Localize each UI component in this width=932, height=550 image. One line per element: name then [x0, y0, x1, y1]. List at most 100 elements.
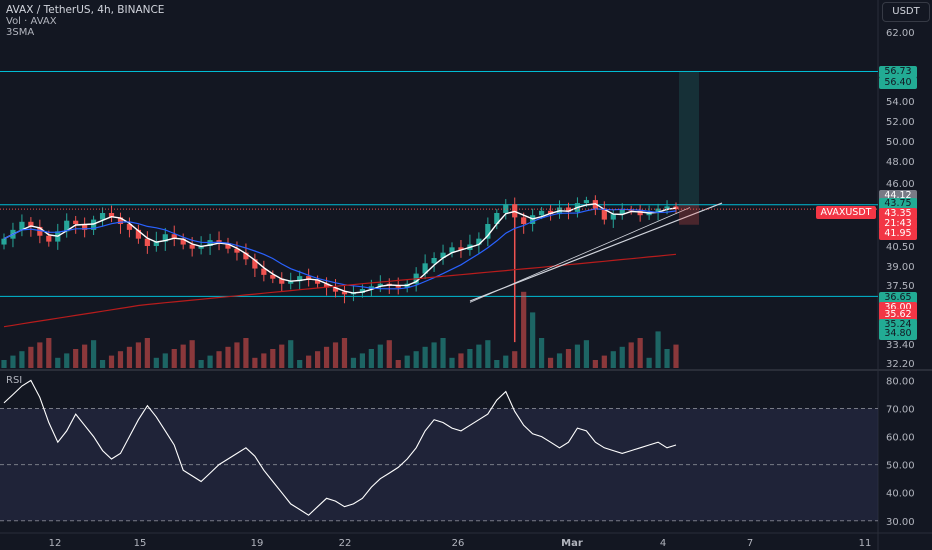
candle [180, 238, 186, 245]
candle [431, 258, 437, 264]
volume-bar [198, 360, 204, 368]
volume-bar [28, 346, 34, 368]
long-position-profit-zone [679, 71, 699, 205]
price-label-badge: 35.62 [879, 309, 917, 321]
volume-bar [350, 357, 357, 368]
candle [144, 238, 150, 246]
volume-bar [332, 342, 339, 368]
candle [64, 220, 70, 232]
volume-bar [64, 353, 70, 368]
volume-bar [270, 349, 276, 368]
volume-bar [73, 349, 79, 368]
volume-bar [404, 355, 410, 368]
candle [19, 221, 25, 230]
volume-bar [458, 353, 464, 368]
candle [664, 206, 670, 209]
volume-bar [135, 342, 141, 368]
volume-bar [628, 342, 634, 368]
volume-bar [386, 340, 392, 368]
volume-bar [323, 346, 330, 368]
sma-slow-line [3, 253, 677, 328]
volume-bar [556, 353, 563, 368]
volume-bar [359, 353, 365, 368]
volume-bar [153, 357, 159, 368]
sma-indicator-label[interactable]: 3SMA [6, 27, 35, 38]
price-axis-label: 32.20 [886, 359, 915, 370]
candle [82, 224, 88, 230]
volume-bar [565, 349, 572, 368]
time-axis-label: Mar [561, 538, 583, 549]
price-axis-label: 50.00 [886, 137, 915, 148]
volume-bar [108, 355, 115, 368]
volume-bar [225, 346, 231, 368]
volume-bar [126, 346, 133, 368]
trendline [469, 207, 691, 303]
price-axis-label: 48.00 [886, 157, 915, 168]
volume-bar [422, 346, 428, 368]
volume-bar [234, 342, 240, 368]
volume-bar [144, 338, 150, 368]
candle [341, 291, 348, 295]
chart-title: AVAX / TetherUS, 4h, BINANCE [6, 4, 165, 16]
candle [1, 238, 7, 245]
volume-bar [610, 351, 616, 368]
time-axis-label: 11 [859, 538, 872, 549]
candle [619, 209, 625, 215]
time-axis-label: 4 [660, 538, 666, 549]
candle [135, 229, 141, 239]
price-axis-label: 40.50 [886, 242, 915, 253]
candle [521, 217, 527, 224]
candle [46, 235, 52, 242]
volume-bar [485, 340, 491, 368]
candle [395, 285, 401, 288]
price-axis-label: 62.00 [886, 28, 915, 39]
volume-bar [521, 291, 527, 368]
time-axis-label: 7 [747, 538, 753, 549]
price-axis-label: 39.00 [886, 262, 915, 273]
candle [673, 206, 679, 210]
candle [565, 207, 572, 212]
candle [288, 281, 294, 284]
symbol-price-badge: AVAXUSDT [816, 206, 876, 219]
volume-bar [592, 360, 598, 368]
volume-bar [547, 357, 554, 368]
candle [153, 241, 159, 246]
volume-bar [637, 338, 643, 368]
volume-bar [503, 355, 509, 368]
rsi-axis-label: 40.00 [886, 489, 915, 500]
volume-bar [377, 344, 383, 368]
price-label-badge: 21:43 [879, 218, 917, 230]
candle [216, 240, 222, 244]
volume-bar [1, 360, 7, 368]
candle [108, 213, 115, 218]
candle [610, 214, 616, 220]
candle [458, 247, 464, 250]
candle [323, 283, 330, 288]
candle [162, 234, 168, 242]
volume-bar [261, 353, 267, 368]
candle [547, 210, 554, 215]
candle [126, 224, 133, 230]
volume-bar [252, 357, 258, 368]
candle [225, 243, 231, 249]
candle [198, 246, 204, 249]
time-axis-label: 15 [134, 538, 147, 549]
volume-indicator-label[interactable]: Vol · AVAX [6, 16, 57, 27]
price-label-badge: 34.80 [879, 328, 917, 340]
candle [297, 276, 303, 282]
candle [234, 248, 240, 253]
volume-bar [574, 344, 581, 368]
volume-bar [413, 351, 419, 368]
volume-bar [315, 351, 321, 368]
volume-bar [583, 340, 589, 368]
volume-bar [288, 340, 294, 368]
volume-bar [646, 357, 652, 368]
rsi-indicator-label[interactable]: RSI [6, 375, 23, 386]
volume-bar [395, 360, 401, 368]
volume-bar [162, 353, 168, 368]
volume-bar [619, 346, 625, 368]
currency-button[interactable]: USDT [882, 2, 930, 22]
volume-bar [37, 342, 43, 368]
volume-bar [19, 351, 25, 368]
